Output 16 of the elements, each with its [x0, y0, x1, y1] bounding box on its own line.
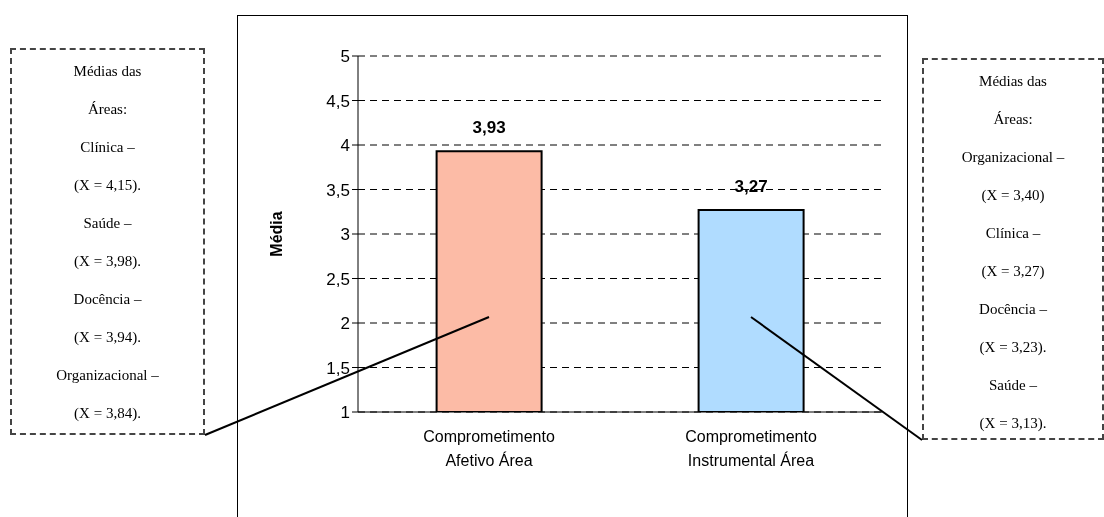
- y-tick-label: 1,5: [326, 358, 350, 378]
- y-tick-label: 2: [340, 314, 350, 334]
- text: Médias das Áreas: Clínica – (X = 4,15). Saúde – (X = 3,98). Docência – (X = 3,94). Organizacional – (X = 3,84).: [56, 63, 159, 421]
- y-tick-label: 5: [340, 47, 350, 67]
- y-tick-label: 4: [340, 136, 350, 156]
- data-label: 3,93: [472, 118, 506, 138]
- x-tick-label: Comprometimento Afetivo Área: [423, 428, 555, 469]
- y-tick-label: 3: [340, 225, 350, 245]
- data-label: 3,27: [734, 176, 768, 196]
- text: Médias das Áreas: Organizacional – (X = 3,40) Clínica – (X = 3,27) Docência – (X = 3,23). Saúde – (X = 3,13).: [961, 73, 1065, 431]
- y-axis-title: Média: [267, 211, 285, 257]
- x-tick-label: Comprometimento Instrumental Área: [685, 428, 817, 469]
- y-tick-label: 4,5: [326, 91, 350, 111]
- y-tick-label: 2,5: [326, 269, 350, 289]
- y-tick-label: 3,5: [326, 180, 350, 200]
- y-tick-label: 1: [340, 403, 350, 423]
